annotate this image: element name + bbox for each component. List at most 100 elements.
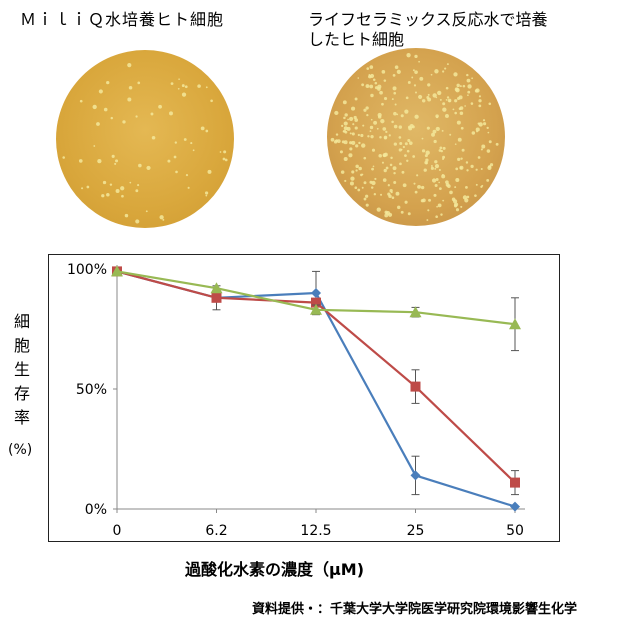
cell-speck (442, 157, 445, 160)
x-tick-label: 25 (407, 523, 425, 539)
cell-speck (340, 170, 345, 174)
cell-speck (406, 149, 410, 153)
cell-speck (181, 92, 187, 97)
cell-speck (219, 151, 222, 153)
cell-speck (335, 133, 339, 136)
cell-speck (446, 63, 449, 66)
cell-speck (478, 104, 482, 108)
cell-speck (414, 190, 418, 194)
cell-speck (459, 165, 464, 170)
cell-speck (354, 126, 358, 130)
cell-speck (357, 133, 360, 137)
cell-speck (449, 190, 453, 195)
cell-speck (393, 124, 398, 129)
cell-speck (439, 146, 443, 150)
cell-speck (348, 153, 353, 158)
cell-speck (367, 135, 370, 138)
cell-speck (222, 157, 226, 161)
cell-speck (109, 183, 113, 186)
x-tick-label: 6.2 (205, 523, 227, 539)
cell-speck (181, 84, 185, 88)
data-point-diamond (311, 288, 321, 298)
cell-speck (423, 168, 427, 172)
cell-speck (404, 154, 407, 158)
cell-speck (426, 219, 429, 221)
cell-speck (366, 114, 369, 117)
cell-speck (351, 132, 355, 136)
cell-speck (487, 165, 492, 170)
cell-speck (433, 193, 437, 197)
cell-speck (470, 102, 474, 105)
cell-speck (483, 122, 487, 126)
cell-speck (393, 142, 397, 146)
cell-speck (467, 90, 471, 94)
cell-speck (223, 150, 227, 154)
cell-speck (400, 210, 404, 214)
cell-speck (413, 182, 416, 185)
cell-speck (362, 124, 365, 127)
cell-speck (379, 90, 383, 95)
cell-speck (127, 97, 132, 102)
cell-speck (360, 173, 363, 177)
cell-speck (373, 120, 378, 125)
cell-speck (438, 181, 440, 184)
cell-speck (454, 143, 457, 145)
cell-speck (379, 135, 382, 139)
cell-speck (427, 83, 431, 87)
cell-speck (391, 98, 394, 101)
cell-speck (358, 141, 361, 145)
cell-speck (445, 180, 449, 185)
cell-speck (360, 133, 364, 138)
cell-speck (365, 106, 369, 110)
cell-speck (436, 205, 438, 208)
cell-speck (365, 84, 370, 88)
cell-speck (417, 184, 421, 189)
cell-speck (407, 81, 411, 84)
cell-speck (406, 53, 411, 58)
data-point-square (311, 297, 321, 308)
cell-speck (369, 130, 372, 133)
cell-speck (412, 69, 415, 72)
cell-specks-right (330, 53, 499, 221)
cell-speck (372, 165, 375, 168)
cell-speck (452, 108, 455, 111)
cell-speck (392, 86, 397, 91)
cell-speck (341, 140, 345, 144)
cell-speck (205, 194, 208, 197)
cell-speck (401, 170, 405, 174)
cell-speck (430, 166, 434, 170)
cell-speck (447, 184, 451, 188)
cell-speck (124, 213, 129, 218)
cell-speck (106, 80, 110, 85)
cell-speck (370, 118, 373, 121)
cell-speck (383, 96, 388, 101)
cell-speck (440, 149, 444, 153)
cell-speck (421, 149, 426, 153)
cell-speck (350, 176, 355, 181)
cell-speck (418, 60, 420, 63)
cell-speck (393, 111, 397, 116)
x-tick-label: 50 (506, 523, 524, 539)
cell-speck (480, 167, 483, 170)
cell-speck (487, 131, 490, 134)
cell-speck (341, 124, 344, 127)
cell-speck (414, 114, 419, 119)
cell-speck (365, 194, 369, 198)
cell-speck (475, 127, 480, 132)
cell-speck (459, 111, 464, 115)
cell-speck (122, 120, 126, 124)
culture-dish-image-right (327, 48, 505, 226)
cell-speck (200, 126, 205, 131)
cell-speck (413, 84, 417, 87)
cell-speck (406, 159, 409, 162)
cell-speck (391, 196, 395, 199)
cell-speck (121, 194, 124, 198)
cell-speck (397, 205, 401, 210)
cell-speck (408, 141, 413, 145)
cell-speck (381, 70, 386, 74)
cell-speck (442, 102, 446, 106)
cell-speck (467, 94, 469, 97)
y-label-char: 存 (13, 384, 30, 403)
cell-speck (377, 112, 382, 118)
y-tick-label: 50% (76, 382, 107, 398)
